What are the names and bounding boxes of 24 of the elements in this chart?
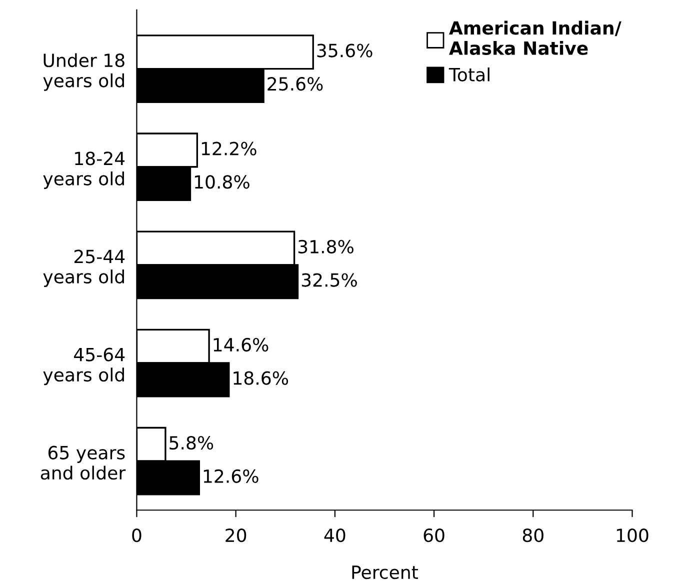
data-label: 12.2%	[202, 142, 256, 156]
data-label: 31.8%	[298, 240, 354, 254]
data-label: 12.6%	[204, 469, 258, 483]
data-label: 32.5%	[302, 273, 357, 287]
x-tick-label: 100	[616, 528, 648, 542]
data-label: 18.6%	[234, 371, 288, 385]
y-tick-label: 18-24 years old	[43, 152, 125, 189]
data-label: 35.6%	[317, 44, 372, 58]
legend-label: American Indian/ Alaska Native	[449, 20, 622, 55]
x-tick-label: 60	[424, 528, 444, 542]
data-label: 25.6%	[268, 77, 323, 91]
legend-label: Total	[448, 68, 490, 82]
data-label: 14.6%	[214, 338, 268, 352]
data-label: 10.8%	[194, 175, 250, 189]
x-tick-label: 80	[522, 528, 544, 542]
x-tick-label: 0	[132, 528, 142, 542]
y-tick-label: 65 years and older	[40, 446, 126, 480]
x-axis-title: Percent	[352, 566, 418, 580]
y-tick-label: 25-44 years old	[43, 250, 125, 288]
data-label: 5.8%	[170, 436, 214, 450]
x-tick-label: 20	[226, 528, 246, 542]
y-tick-label: Under 18 years old	[43, 53, 124, 91]
x-tick-label: 40	[324, 528, 346, 542]
y-tick-label: 45-64 years old	[43, 348, 125, 386]
